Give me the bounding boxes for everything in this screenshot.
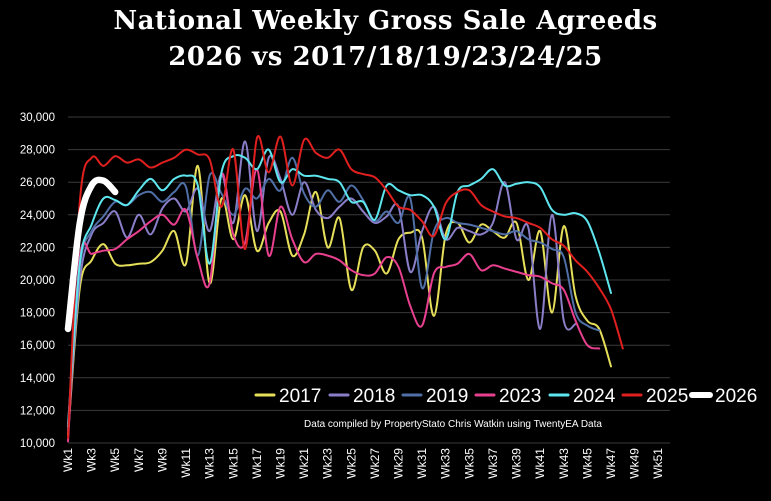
legend-label-2017: 2017 [279, 386, 321, 407]
x-tick-label: Wk19 [273, 448, 287, 479]
y-tick-label: 16,000 [20, 340, 55, 352]
y-tick-label: 18,000 [20, 308, 55, 320]
x-tick-label: Wk35 [462, 448, 476, 479]
legend-label-2024: 2024 [573, 386, 616, 407]
x-tick-label: Wk17 [250, 448, 264, 479]
x-tick-label: Wk21 [297, 448, 311, 479]
legend-label-2018: 2018 [353, 386, 395, 407]
y-tick-label: 12,000 [20, 405, 55, 417]
y-tick-label: 22,000 [20, 242, 55, 254]
y-tick-label: 10,000 [20, 438, 55, 450]
x-tick-label: Wk31 [415, 448, 429, 479]
y-tick-label: 24,000 [20, 210, 55, 222]
x-tick-label: Wk13 [203, 448, 217, 479]
series-line-2023 [67, 168, 601, 443]
x-tick-label: Wk11 [179, 448, 193, 478]
x-tick-label: Wk43 [557, 448, 571, 479]
series-line-2026 [64, 176, 119, 333]
y-tick-label: 20,000 [20, 275, 55, 287]
x-tick-label: Wk47 [604, 448, 618, 479]
series-lines [64, 135, 624, 443]
chart-title: National Weekly Gross Sale Agreeds [113, 6, 658, 36]
x-tick-label: Wk49 [628, 448, 642, 479]
series-line-2025 [67, 135, 624, 440]
y-tick-label: 14,000 [20, 373, 55, 385]
legend-label-2025: 2025 [646, 386, 688, 407]
legend: 2017 2018 2019 2023 2024 2025 2026 [254, 386, 757, 407]
x-tick-label: Wk41 [533, 448, 547, 479]
x-tick-label: Wk51 [651, 448, 665, 479]
x-tick-label: Wk37 [486, 448, 500, 479]
x-tick-label: Wk27 [368, 448, 382, 479]
x-tick-label: Wk23 [321, 448, 335, 479]
y-tick-label: 26,000 [20, 177, 55, 189]
x-tick-label: Wk29 [392, 448, 406, 479]
data-source-note: Data compiled by PropertyStato Chris Wat… [304, 419, 602, 430]
x-tick-label: Wk7 [132, 448, 146, 472]
legend-label-2023: 2023 [499, 386, 541, 407]
x-tick-label: Wk9 [155, 448, 169, 472]
series-line-2018 [67, 140, 577, 431]
x-tick-label: Wk5 [108, 448, 122, 472]
x-tick-label: Wk3 [85, 448, 99, 472]
x-tick-label: Wk15 [226, 448, 240, 479]
y-tick-label: 30,000 [20, 112, 55, 124]
x-tick-label: Wk25 [344, 448, 358, 479]
x-tick-label: Wk33 [439, 448, 453, 479]
y-axis: 10,000 12,000 14,000 16,000 18,000 20,000 22,0… [20, 112, 55, 450]
series-line-2024 [67, 148, 612, 428]
x-tick-label: Wk45 [580, 448, 594, 479]
series-line-2017 [67, 164, 612, 436]
x-tick-label: Wk1 [61, 448, 75, 472]
chart-subtitle: 2026 vs 2017/18/19/23/24/25 [168, 42, 603, 72]
series-line-2019 [67, 156, 601, 425]
x-axis: Wk1 Wk3 Wk5 Wk7 Wk9 Wk11 Wk13 Wk15 Wk17 Wk19 Wk21 W… [61, 448, 665, 479]
legend-label-2019: 2019 [426, 386, 468, 407]
x-tick-label: Wk39 [510, 448, 524, 479]
legend-label-2026: 2026 [715, 386, 757, 407]
y-tick-label: 28,000 [20, 145, 55, 157]
